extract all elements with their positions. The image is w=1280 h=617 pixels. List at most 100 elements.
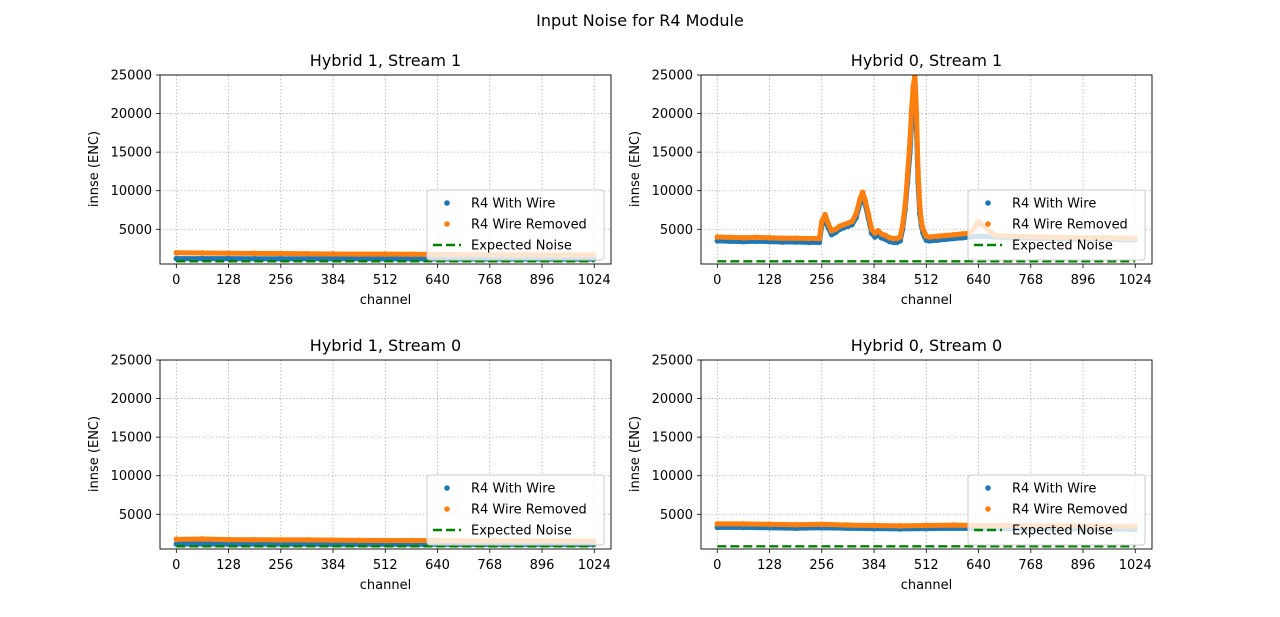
data-point	[819, 521, 825, 528]
data-point	[853, 211, 859, 217]
y-axis-label: innse (ENC)	[628, 416, 643, 492]
x-tick-label: 256	[809, 273, 834, 288]
data-point	[828, 231, 835, 238]
legend-marker-dot	[985, 506, 991, 512]
data-point	[304, 537, 310, 543]
y-tick-label: 15000	[111, 431, 152, 446]
subplot-hybrid0-stream0: Hybrid 0, Stream 0 channel innse (ENC) 0…	[628, 336, 1153, 593]
data-point	[899, 222, 906, 229]
x-tick-label: 512	[914, 273, 939, 288]
y-tick-label: 20000	[652, 107, 693, 122]
data-point	[766, 234, 773, 241]
y-tick-label: 5000	[660, 223, 693, 238]
legend-marker-dot	[444, 485, 450, 491]
legend-marker-dot	[444, 200, 450, 206]
data-point	[857, 195, 863, 202]
x-tick-label: 0	[713, 273, 721, 288]
y-tick-label: 5000	[660, 508, 693, 523]
x-tick-label: 640	[966, 273, 991, 288]
data-point	[304, 250, 310, 257]
data-point	[907, 137, 913, 144]
data-point	[908, 106, 915, 113]
x-tick-label: 768	[1018, 558, 1043, 573]
data-point	[382, 537, 389, 544]
data-point	[766, 521, 773, 528]
x-axis-label: channel	[901, 578, 952, 593]
data-point	[868, 226, 875, 233]
x-axis-label: channel	[360, 578, 411, 593]
x-tick-label: 128	[216, 558, 241, 573]
legend-label: R4 With Wire	[471, 197, 555, 212]
legend-label: Expected Noise	[471, 239, 572, 254]
legend-marker-dot	[444, 506, 450, 512]
legend-label: R4 Wire Removed	[1012, 503, 1128, 518]
subplot-title: Hybrid 0, Stream 0	[851, 336, 1002, 355]
data-point	[792, 235, 799, 241]
legend-box	[967, 474, 1146, 546]
y-tick-label: 25000	[652, 354, 693, 369]
data-point	[845, 522, 851, 528]
data-point	[949, 522, 956, 528]
x-tick-label: 640	[425, 558, 450, 573]
x-tick-label: 384	[862, 558, 887, 573]
x-tick-label: 512	[914, 558, 939, 573]
y-tick-label: 20000	[111, 107, 152, 122]
x-tick-label: 1024	[578, 273, 611, 288]
data-point	[251, 250, 258, 257]
x-tick-label: 896	[530, 273, 555, 288]
y-tick-label: 15000	[111, 146, 152, 161]
legend-marker-dot	[985, 200, 991, 206]
y-tick-label: 25000	[652, 69, 693, 84]
x-tick-label: 512	[373, 273, 398, 288]
data-point	[923, 522, 930, 529]
data-point	[408, 537, 415, 544]
legend-box	[426, 189, 605, 261]
data-point	[356, 537, 362, 544]
data-point	[199, 250, 206, 256]
x-tick-label: 1024	[1119, 273, 1152, 288]
data-point	[951, 231, 957, 238]
data-point	[913, 110, 920, 117]
data-point	[356, 251, 362, 257]
y-tick-label: 25000	[111, 354, 152, 369]
legend-label: Expected Noise	[471, 524, 572, 539]
y-tick-label: 5000	[119, 223, 152, 238]
x-tick-label: 512	[373, 558, 398, 573]
data-point	[251, 255, 258, 262]
y-axis-label: innse (ENC)	[87, 416, 102, 492]
data-point	[779, 235, 786, 241]
data-point	[727, 234, 734, 241]
legend-label: R4 With Wire	[1012, 482, 1096, 497]
legend: R4 With Wire R4 Wire Removed Expected Nois…	[426, 474, 605, 546]
x-axis-label: channel	[360, 293, 411, 308]
data-point	[943, 232, 949, 239]
data-point	[199, 536, 206, 542]
subplot-title: Hybrid 0, Stream 1	[851, 51, 1002, 70]
legend: R4 With Wire R4 Wire Removed Expected Nois…	[967, 189, 1146, 261]
x-tick-label: 768	[477, 273, 502, 288]
subplot-hybrid1-stream0: Hybrid 1, Stream 0 channel innse (ENC) 0…	[87, 336, 612, 593]
y-tick-label: 20000	[652, 392, 693, 407]
data-point	[173, 250, 180, 256]
legend: R4 With Wire R4 Wire Removed Expected Nois…	[967, 474, 1146, 546]
x-tick-label: 768	[1018, 273, 1043, 288]
x-tick-label: 0	[172, 558, 180, 573]
x-tick-label: 1024	[1119, 558, 1152, 573]
data-point	[865, 211, 872, 217]
subplot-hybrid1-stream1: Hybrid 1, Stream 1 channel innse (ENC) 0…	[87, 51, 612, 308]
legend-label: R4 With Wire	[471, 482, 555, 497]
x-tick-label: 896	[1071, 273, 1096, 288]
figure-suptitle: Input Noise for R4 Module	[536, 11, 744, 30]
subplot-title: Hybrid 1, Stream 0	[310, 336, 461, 355]
data-point	[902, 203, 908, 209]
x-tick-label: 128	[216, 273, 241, 288]
legend-box	[426, 474, 605, 546]
data-point	[916, 203, 923, 209]
y-tick-label: 25000	[111, 69, 152, 84]
x-tick-label: 640	[966, 558, 991, 573]
legend-label: Expected Noise	[1012, 239, 1113, 254]
data-point	[714, 521, 721, 527]
data-point	[382, 251, 389, 257]
data-point	[926, 238, 933, 244]
